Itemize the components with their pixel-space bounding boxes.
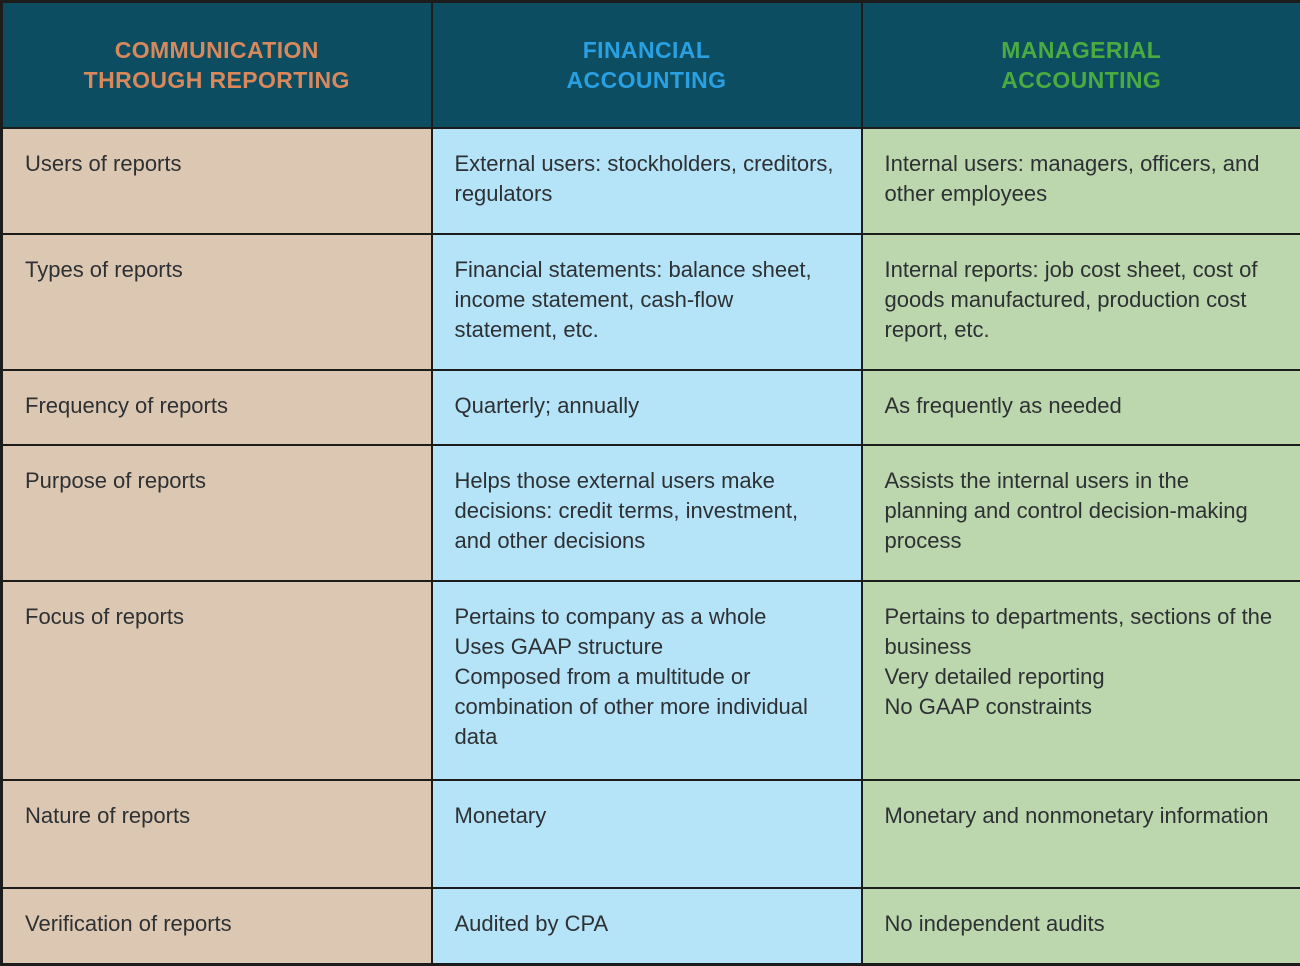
managerial-cell: Monetary and nonmonetary information	[862, 780, 1300, 888]
managerial-cell: Internal reports: job cost sheet, cost o…	[862, 234, 1300, 370]
managerial-cell: As frequently as needed	[862, 370, 1300, 445]
table-row-types-of-reports: Types of reports Financial statements: b…	[2, 234, 1300, 370]
header-col-managerial-accounting: MANAGERIAL ACCOUNTING	[862, 2, 1300, 128]
row-label-cell: Users of reports	[2, 128, 432, 234]
table-row-nature-of-reports: Nature of reports Monetary Monetary and …	[2, 780, 1300, 888]
managerial-cell: Assists the internal users in the planni…	[862, 445, 1300, 581]
header-col-communication-through-reporting: COMMUNICATION THROUGH REPORTING	[2, 2, 432, 128]
row-label-cell: Verification of reports	[2, 888, 432, 965]
financial-cell: Quarterly; annually	[432, 370, 862, 445]
table-row-verification-of-reports: Verification of reports Audited by CPA N…	[2, 888, 1300, 965]
row-label-cell: Purpose of reports	[2, 445, 432, 581]
row-label-cell: Types of reports	[2, 234, 432, 370]
header-col-financial-accounting: FINANCIAL ACCOUNTING	[432, 2, 862, 128]
financial-cell: Financial statements: balance sheet, inc…	[432, 234, 862, 370]
row-label-cell: Nature of reports	[2, 780, 432, 888]
managerial-cell: Internal users: managers, officers, and …	[862, 128, 1300, 234]
financial-cell: Helps those external users make decision…	[432, 445, 862, 581]
table-row-users-of-reports: Users of reports External users: stockho…	[2, 128, 1300, 234]
financial-cell: Audited by CPA	[432, 888, 862, 965]
row-label-cell: Focus of reports	[2, 581, 432, 780]
managerial-cell: No independent audits	[862, 888, 1300, 965]
managerial-cell: Pertains to departments, sections of the…	[862, 581, 1300, 780]
table-row-frequency-of-reports: Frequency of reports Quarterly; annually…	[2, 370, 1300, 445]
row-label-cell: Frequency of reports	[2, 370, 432, 445]
financial-cell: Monetary	[432, 780, 862, 888]
table-row-purpose-of-reports: Purpose of reports Helps those external …	[2, 445, 1300, 581]
financial-cell: Pertains to company as a whole Uses GAAP…	[432, 581, 862, 780]
financial-cell: External users: stockholders, creditors,…	[432, 128, 862, 234]
header-row: COMMUNICATION THROUGH REPORTING FINANCIA…	[2, 2, 1300, 128]
table-row-focus-of-reports: Focus of reports Pertains to company as …	[2, 581, 1300, 780]
